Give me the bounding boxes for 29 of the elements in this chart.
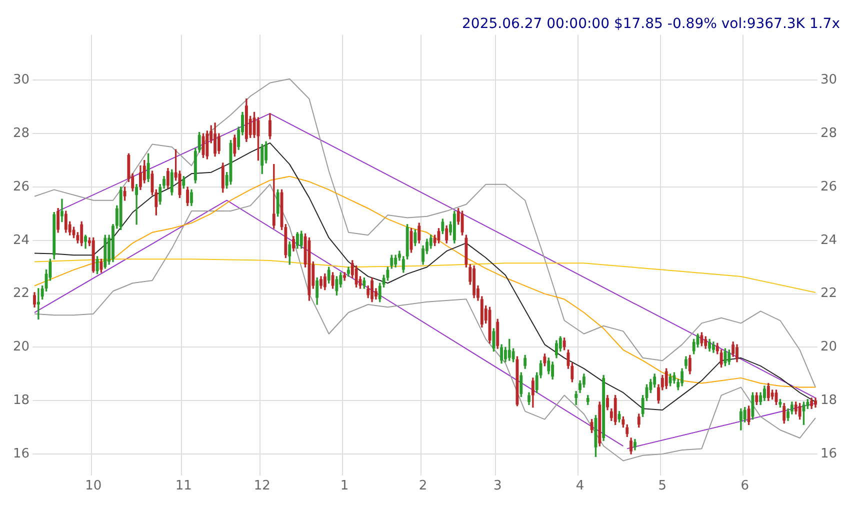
x-tick-label: 10 [85,478,102,494]
y-tick-label: 26 [12,179,30,194]
y2-tick-label: 28 [820,126,838,141]
candlestick [36,288,40,320]
chart-title: 2025.06.27 00:00:00 $17.85 -0.89% vol:9367.3K 1.7x [462,16,840,32]
y-tick-label: 18 [12,393,30,408]
x-tick-label: 1 [340,478,349,494]
y-tick-label: 20 [12,340,30,355]
y-tick-label: 22 [12,286,30,302]
y-tick-label: 24 [12,232,30,248]
y2-tick-label: 24 [820,232,838,248]
y2-tick-label: 26 [820,179,838,194]
x-tick-label: 3 [493,478,502,494]
candlestick [135,184,138,225]
x-tick-label: 6 [740,478,749,494]
x-tick-label: 2 [418,478,428,494]
y2-tick-label: 16 [820,446,838,462]
x-tick-label: 12 [254,478,270,494]
y2-tick-label: 20 [820,340,838,355]
y2-tick-label: 18 [820,393,838,408]
y2-tick-label: 30 [820,72,838,88]
y-tick-label: 30 [12,72,30,88]
x-tick-label: 11 [175,478,192,494]
y-tick-label: 28 [12,126,30,141]
y-tick-label: 16 [12,446,30,462]
x-tick-label: 5 [658,478,667,494]
x-tick-label: 4 [576,478,584,494]
y2-tick-label: 22 [820,286,838,302]
candlestick [60,198,64,222]
